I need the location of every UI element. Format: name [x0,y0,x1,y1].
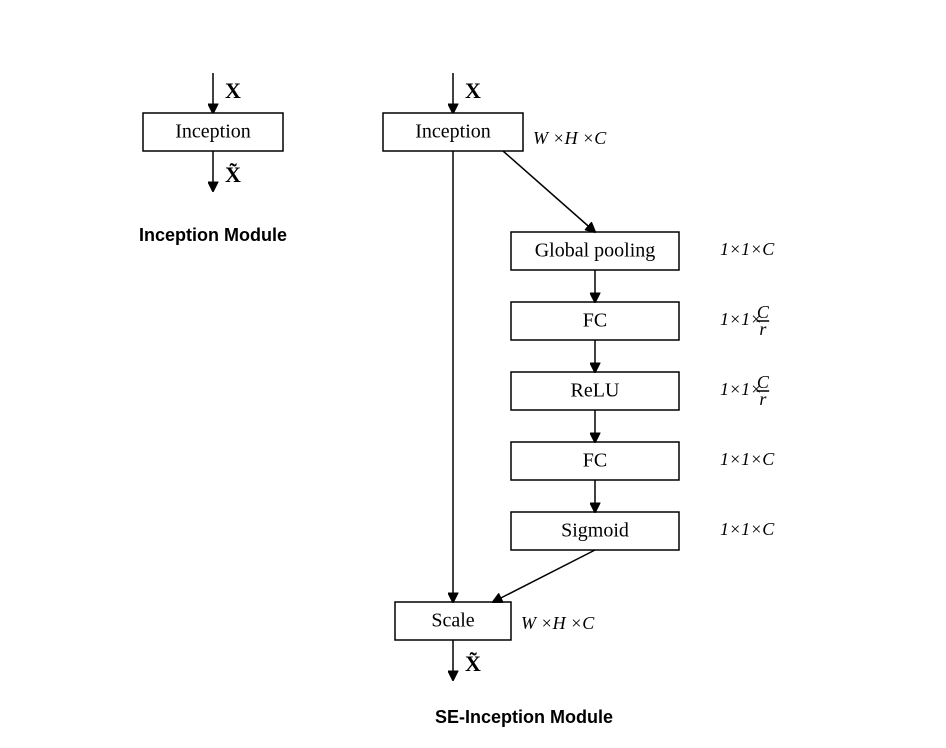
right-arrow-branch-in [503,151,595,232]
right-global_pooling-dim: 1×1×C [720,239,775,259]
right-sigmoid-dim: 1×1×C [720,519,775,539]
right-fc2-box-label: FC [583,450,607,472]
right-fc1-dim-den: r [759,319,767,339]
right-global_pooling-box-label: Global pooling [535,240,656,262]
left-input-x: X [225,78,241,103]
right-arrow-branch-out [493,550,595,602]
left-output-x: X̃ [225,162,241,187]
left-caption: Inception Module [139,225,287,245]
right-inception-box-label: Inception [415,121,491,143]
right-fc2-dim: 1×1×C [720,449,775,469]
right-scale-dim: W ×H ×C [521,613,595,633]
right-relu-dim-den: r [759,389,767,409]
right-sigmoid-box-label: Sigmoid [561,520,629,542]
left-inception-box-label: Inception [175,121,251,143]
right-relu-box-label: ReLU [571,380,620,402]
right-input-x: X [465,78,481,103]
right-caption: SE-Inception Module [435,707,613,727]
right-inception-dim: W ×H ×C [533,128,607,148]
right-scale-box-label: Scale [431,610,474,632]
right-output-x: X̃ [465,651,481,676]
right-fc1-box-label: FC [583,310,607,332]
